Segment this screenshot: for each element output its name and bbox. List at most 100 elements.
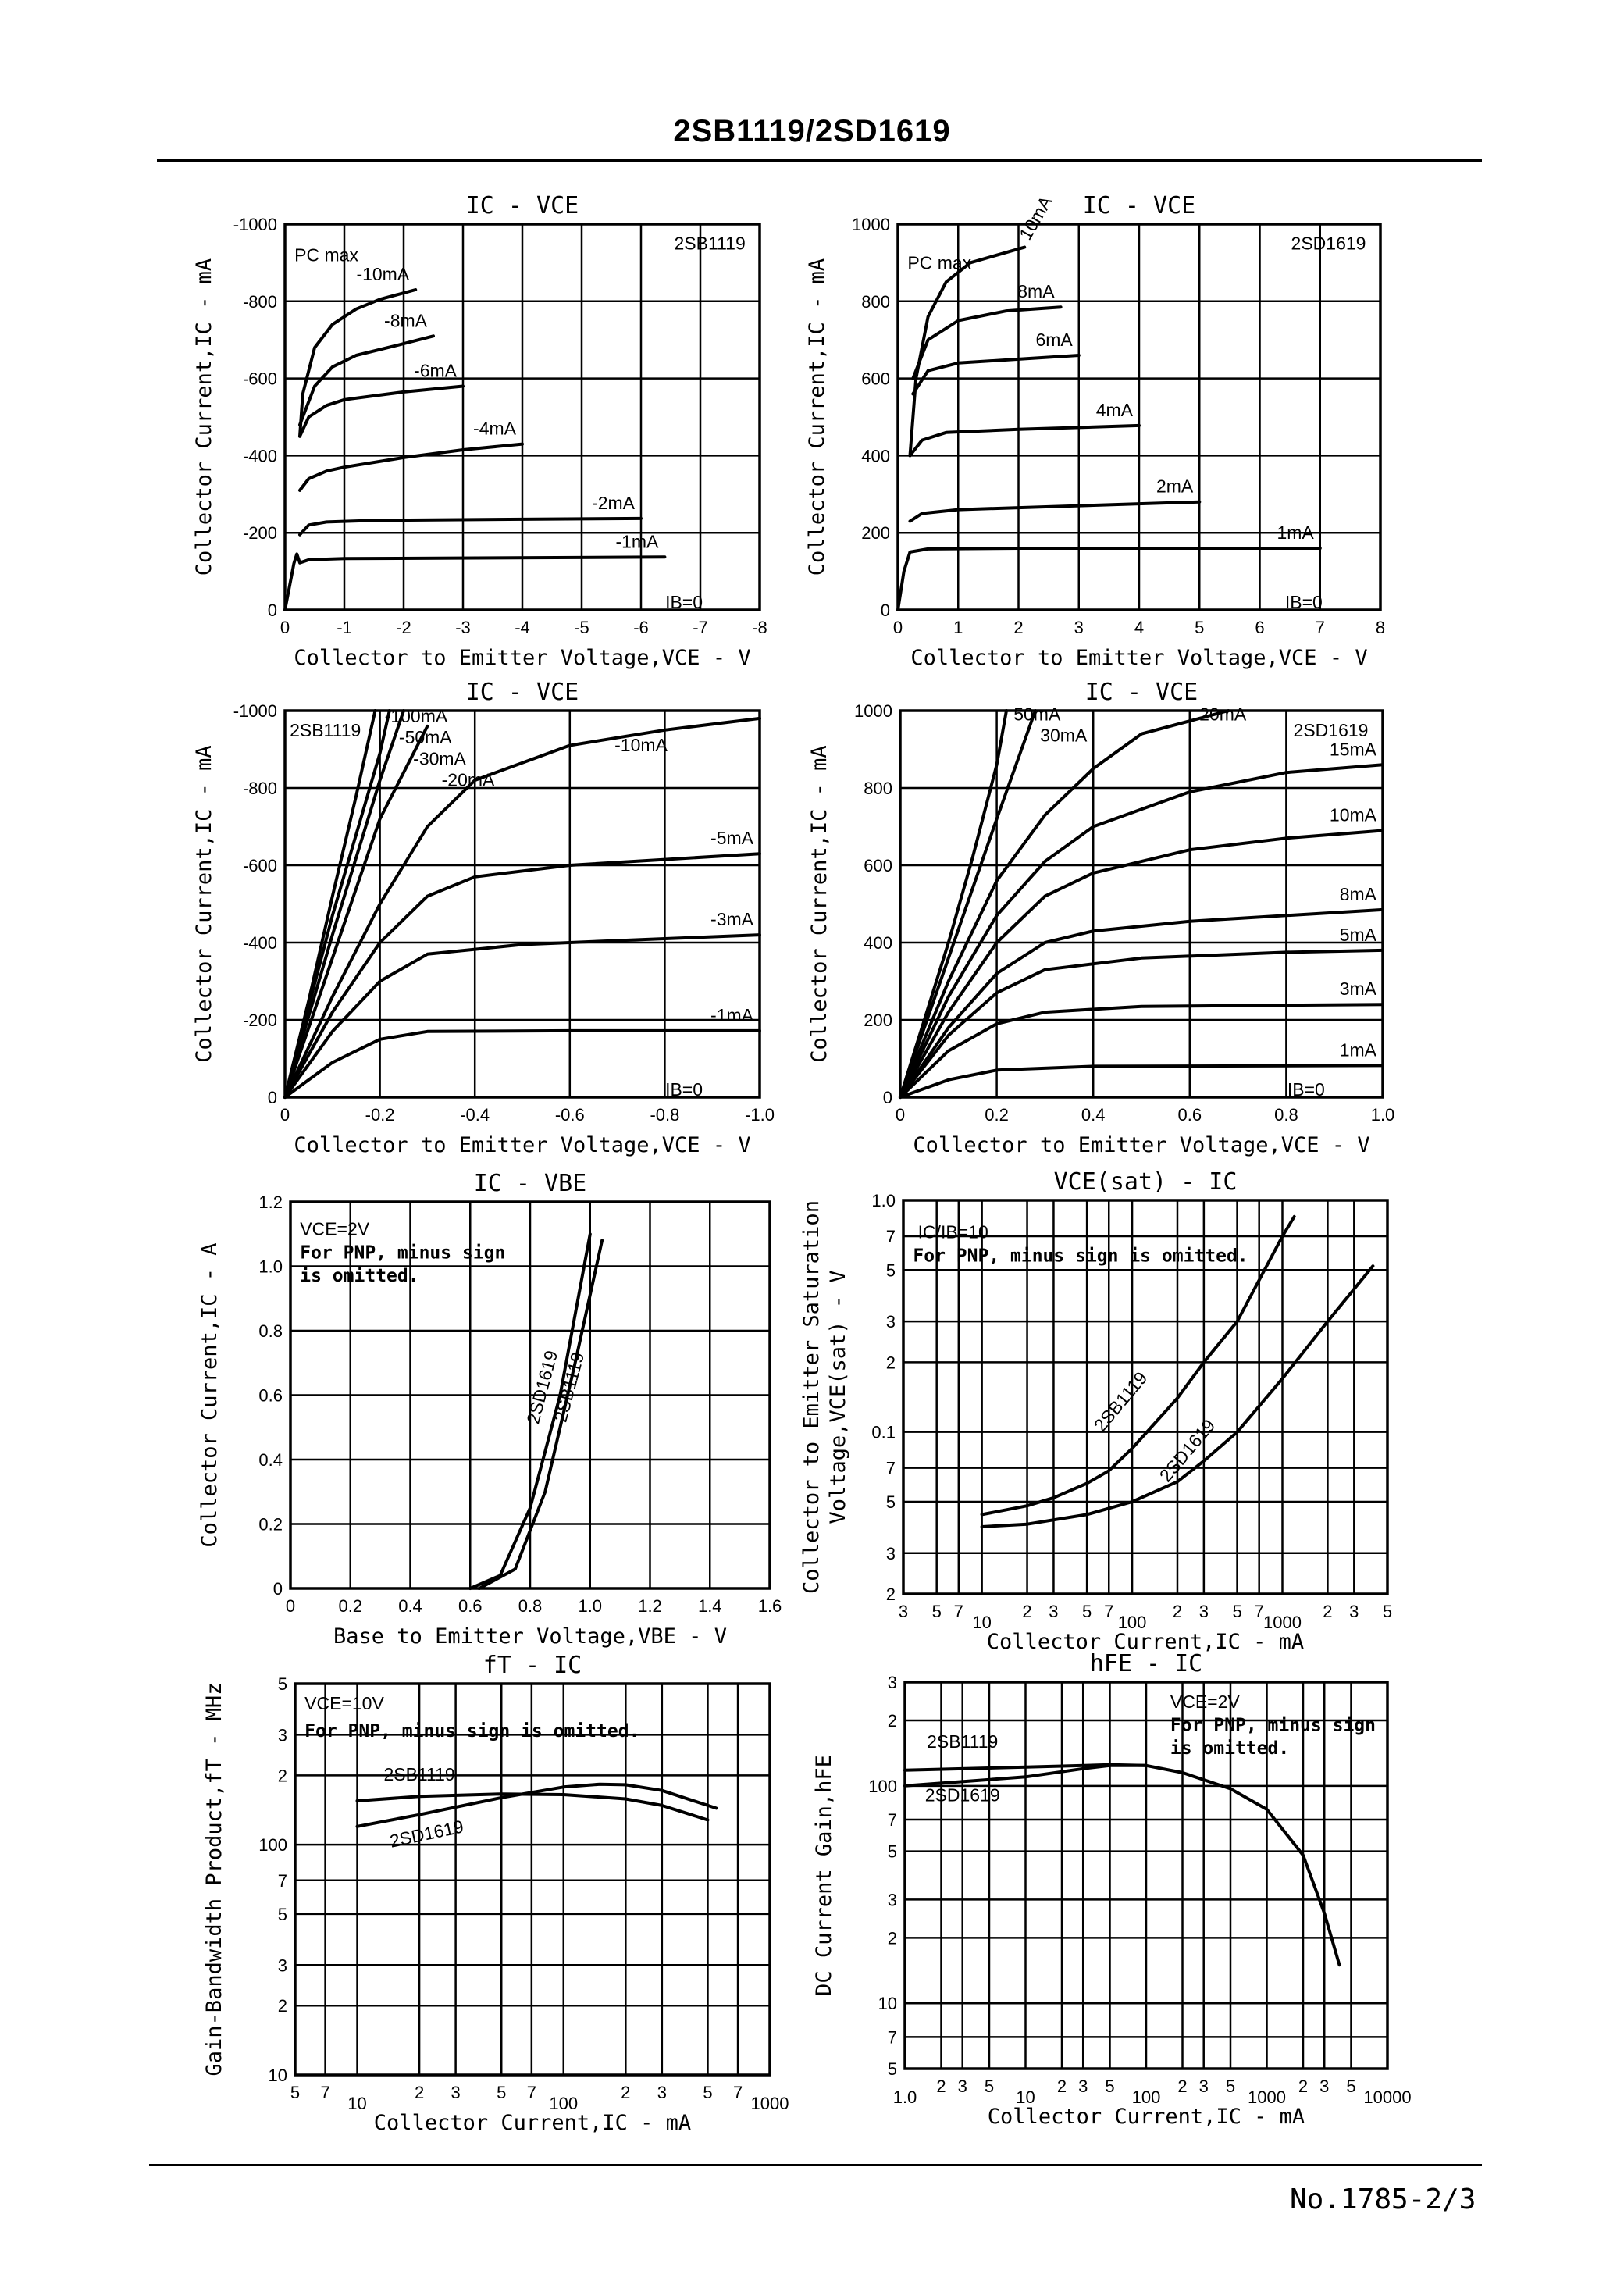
- x-tick-label: -0.2: [365, 1105, 395, 1125]
- x-tick-label: 0: [280, 1105, 290, 1125]
- chart-4: 0 0.2 0.4 0.6 0.8 1.0 0 200 400 600 800 1000 IC - VC…: [807, 679, 1394, 1157]
- x-tick-label: 100: [549, 2094, 578, 2113]
- series-label: -3mA: [710, 909, 754, 929]
- series-line-4mA: [298, 442, 524, 492]
- x-tick-label: 3: [899, 1602, 908, 1621]
- x-tick-label: -4: [515, 618, 530, 637]
- series-label: 2SB1119: [383, 1764, 454, 1784]
- y-tick-label: 7: [278, 1871, 287, 1891]
- y-tick-label: 7: [886, 1459, 896, 1478]
- x-tick-label: 3: [958, 2077, 967, 2096]
- chart-annotation: IB=0: [665, 592, 703, 612]
- series-label: -1mA: [710, 1005, 754, 1025]
- y-axis-label: Collector Current,IC - A: [198, 1242, 222, 1547]
- series-label: -10mA: [614, 735, 668, 755]
- x-tick-label: 8: [1376, 618, 1385, 637]
- x-tick-label: -7: [693, 618, 708, 637]
- chart-title: IC - VCE: [1083, 192, 1196, 219]
- series-label: 2mA: [1156, 476, 1194, 497]
- chart-title: VCE(sat) - IC: [1054, 1168, 1238, 1196]
- y-tick-label: -400: [243, 446, 277, 465]
- chart-annotation: PC max: [294, 245, 358, 266]
- chart-annotation: IB=0: [665, 1079, 703, 1100]
- series-line-6mA: [298, 384, 465, 438]
- x-tick-label: 0.8: [518, 1596, 543, 1616]
- x-tick-label: 1.6: [758, 1596, 782, 1616]
- x-tick-label: -0.8: [650, 1105, 679, 1125]
- series-label: 2SB1119: [1090, 1367, 1152, 1435]
- y-tick-label: 10: [269, 2066, 287, 2085]
- x-tick-label: 2: [1323, 1602, 1332, 1621]
- x-tick-label: -0.6: [555, 1105, 585, 1125]
- y-tick-label: 2: [888, 1928, 897, 1948]
- y-tick-label: 5: [886, 1260, 896, 1280]
- x-tick-label: 5: [1226, 2077, 1235, 2096]
- x-tick-label: 7: [1316, 618, 1325, 637]
- x-tick-label: 1: [953, 618, 963, 637]
- chart-annotation: IB=0: [1287, 1079, 1325, 1100]
- y-axis-label: Collector Current,IC - mA: [192, 258, 216, 576]
- x-axis-label: Base to Emitter Voltage,VBE - V: [333, 1624, 727, 1649]
- chart-title: IC - VCE: [1085, 679, 1198, 706]
- y-axis-label: Collector Current,IC - mA: [192, 745, 216, 1062]
- chart-annotation: IB=0: [1285, 592, 1323, 612]
- y-tick-label: 7: [888, 1810, 897, 1830]
- x-tick-label: 7: [954, 1602, 963, 1621]
- y-tick-label: 2: [278, 1766, 287, 1785]
- series-label: -4mA: [473, 419, 517, 439]
- x-tick-label: 10: [347, 2094, 366, 2113]
- series-label: 5mA: [1340, 925, 1377, 945]
- series-label: 15mA: [1330, 739, 1377, 759]
- x-tick-label: 5: [1082, 1602, 1092, 1621]
- x-axis-label: Collector Current,IC - mA: [988, 2105, 1305, 2129]
- plot-frame: [902, 1199, 1389, 1595]
- x-tick-label: 0.4: [398, 1596, 422, 1616]
- y-tick-label: 0: [881, 601, 890, 620]
- series-label: 8mA: [1340, 884, 1377, 904]
- plot-frame: [903, 1681, 1389, 2070]
- page-title: 2SB1119/2SD1619: [673, 114, 951, 148]
- series-line-2SD1619: [355, 1782, 718, 1828]
- series-line-30mA: [899, 709, 1037, 1099]
- series-line-30mA: [283, 709, 405, 1099]
- series-line-20mA: [283, 724, 429, 1099]
- series-line-3mA: [283, 933, 761, 1099]
- x-tick-label: 1.0: [1371, 1105, 1395, 1125]
- x-tick-label: -5: [574, 618, 589, 637]
- y-tick-label: 1.0: [871, 1191, 896, 1210]
- series-line-1mA: [283, 1028, 761, 1099]
- x-tick-label: 5: [1346, 2077, 1355, 2096]
- series-line-3mA: [899, 1003, 1384, 1099]
- series-line-2SD1619: [903, 1763, 1148, 1788]
- y-axis-label: Collector to Emitter Saturation: [800, 1200, 824, 1594]
- chart-annotation: 2SB1119: [675, 234, 746, 254]
- x-tick-label: 5: [1232, 1602, 1241, 1621]
- y-tick-label: 1.2: [258, 1192, 283, 1212]
- chart-title: IC - VCE: [466, 679, 579, 706]
- x-axis-label: Collector Current,IC - mA: [374, 2111, 691, 2135]
- chart-title: fT - IC: [483, 1652, 582, 1679]
- chart-title: IC - VBE: [474, 1170, 587, 1197]
- y-tick-label: 1000: [852, 215, 890, 234]
- plot-frame: [294, 1682, 771, 2077]
- plot-frame: [283, 223, 761, 611]
- series-line-10mA: [283, 716, 761, 1099]
- chart-annotation: For PNP, minus sign is omitted.: [304, 1721, 639, 1741]
- x-tick-label: 7: [320, 2083, 329, 2102]
- y-tick-label: 7: [888, 2027, 897, 2047]
- x-tick-label: 2: [1057, 2077, 1067, 2096]
- x-tick-label: 100: [1118, 1613, 1147, 1632]
- series-line-10mA: [899, 829, 1384, 1099]
- page-number: No.1785-2/3: [1290, 2184, 1476, 2216]
- x-tick-label: 2: [621, 2083, 630, 2102]
- x-tick-label: 5: [1105, 2077, 1114, 2096]
- y-tick-label: 400: [864, 933, 892, 953]
- x-tick-label: 3: [657, 2083, 667, 2102]
- x-axis-label: Collector Current,IC - mA: [987, 1630, 1304, 1654]
- y-tick-label: 3: [886, 1312, 896, 1332]
- x-tick-label: 3: [1199, 2077, 1209, 2096]
- chart-7: 5 7 10 2 3 5 7 100 2 3 5 7 1000 10 2 3 5 7 100 2 3 5 fT - IC Co…: [202, 1652, 789, 2135]
- x-tick-label: 2: [1298, 2077, 1308, 2096]
